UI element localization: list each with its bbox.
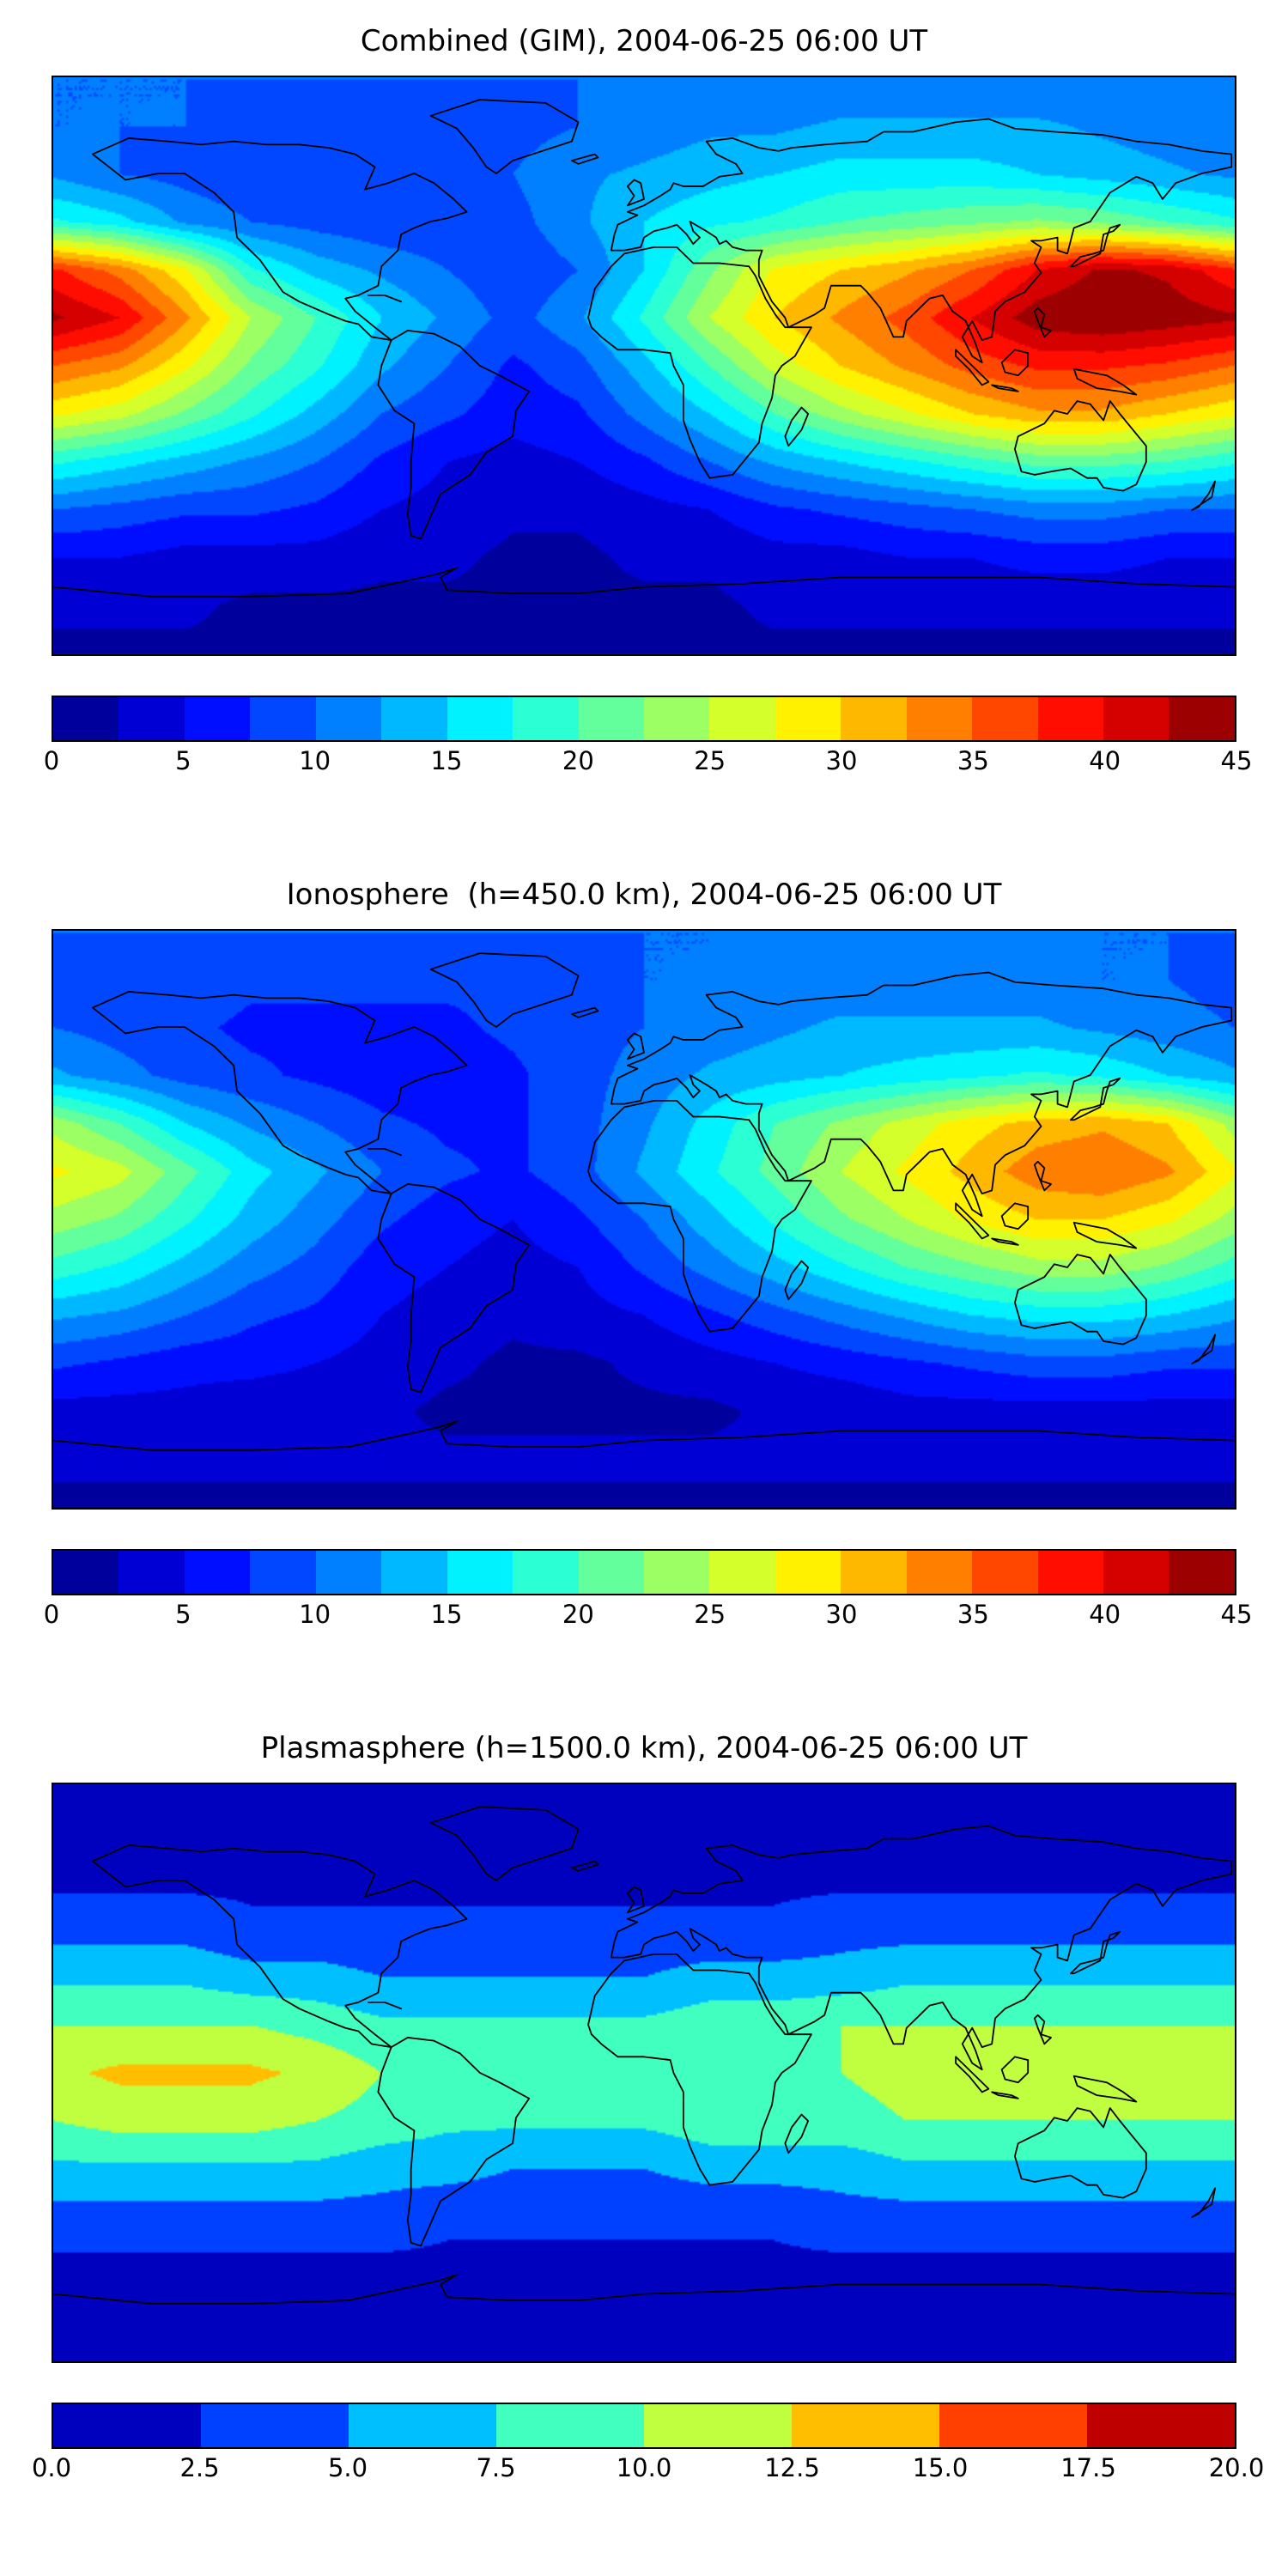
colorbar-segment	[644, 2404, 792, 2447]
colorbar-tick-label: 15	[430, 1600, 463, 1629]
colorbar-segment	[315, 697, 382, 740]
colorbar-segment	[184, 1551, 251, 1594]
colorbar-segment	[447, 697, 513, 740]
colorbar-tick-label: 10.0	[616, 2453, 672, 2482]
colorbar-tick-label: 10	[299, 746, 331, 775]
colorbar-tick-labels-combined: 0 5 10 15 20 25 30 35 40 45	[44, 742, 1253, 780]
panel-ionosphere: Ionosphere (h=450.0 km), 2004-06-25 06:0…	[44, 876, 1253, 1633]
coastlines-overlay	[53, 1784, 1235, 2361]
tec-heatmap-canvas-ionosphere	[53, 931, 1235, 1508]
colorbar-segment	[381, 1551, 447, 1594]
colorbar-segment	[841, 697, 907, 740]
colorbar-segment	[906, 697, 973, 740]
colorbar-tick-label: 25	[694, 1600, 726, 1629]
colorbar-segment	[349, 2404, 496, 2447]
colorbar-tick-label: 0	[43, 1600, 60, 1629]
panel-title-ionosphere: Ionosphere (h=450.0 km), 2004-06-25 06:0…	[286, 878, 1002, 912]
colorbar-segment	[906, 1551, 973, 1594]
colorbar-segment	[1087, 2404, 1235, 2447]
panel-combined: Combined (GIM), 2004-06-25 06:00 UT 0 5 10…	[44, 22, 1253, 780]
colorbar-tick-label: 10	[299, 1600, 331, 1629]
colorbar-segment	[1103, 1551, 1170, 1594]
tec-heatmap-canvas-plasmasphere	[53, 1784, 1235, 2361]
colorbar-segment	[250, 697, 316, 740]
colorbar-segment	[939, 2404, 1087, 2447]
colorbar-tick-label: 20.0	[1208, 2453, 1265, 2482]
map-combined	[52, 76, 1236, 656]
colorbar-segment	[1103, 697, 1170, 740]
colorbar-tick-label: 15	[430, 746, 463, 775]
colorbar-segment	[53, 697, 119, 740]
figure: Combined (GIM), 2004-06-25 06:00 UT 0 5 10…	[32, 22, 1264, 2487]
colorbar-segment	[315, 1551, 382, 1594]
colorbar-segment	[709, 1551, 775, 1594]
map-ionosphere	[52, 929, 1236, 1510]
colorbar-tick-label: 15.0	[912, 2453, 969, 2482]
colorbar-tick-label: 45	[1220, 746, 1253, 775]
colorbar-tick-label: 30	[825, 746, 858, 775]
colorbar-tick-label: 12.5	[764, 2453, 820, 2482]
colorbar-plasmasphere	[52, 2403, 1236, 2449]
colorbar-segment	[201, 2404, 349, 2447]
panel-title-combined: Combined (GIM), 2004-06-25 06:00 UT	[360, 24, 928, 58]
colorbar-segment	[972, 1551, 1038, 1594]
colorbar-segment	[447, 1551, 513, 1594]
colorbar-segment	[184, 697, 251, 740]
colorbar-tick-label: 0	[43, 746, 60, 775]
colorbar-tick-label: 40	[1089, 746, 1121, 775]
colorbar-segment	[1169, 697, 1235, 740]
colorbar-segment	[381, 697, 447, 740]
colorbar-segment	[643, 697, 710, 740]
colorbar-segment	[513, 697, 579, 740]
colorbar-tick-label: 45	[1220, 1600, 1253, 1629]
coastlines-overlay	[53, 77, 1235, 654]
coastlines-overlay	[53, 931, 1235, 1508]
colorbar-combined	[52, 696, 1236, 742]
colorbar-tick-label: 30	[825, 1600, 858, 1629]
colorbar-tick-label: 7.5	[476, 2453, 516, 2482]
colorbar-segment	[709, 697, 775, 740]
colorbar-segment	[792, 2404, 939, 2447]
panel-plasmasphere: Plasmasphere (h=1500.0 km), 2004-06-25 0…	[32, 1729, 1264, 2487]
colorbar-segment	[118, 1551, 185, 1594]
colorbar-segment	[53, 1551, 119, 1594]
colorbar-segment	[578, 697, 644, 740]
colorbar-segment	[53, 2404, 201, 2447]
map-plasmasphere	[52, 1783, 1236, 2363]
colorbar-tick-label: 35	[957, 1600, 989, 1629]
colorbar-segment	[972, 697, 1038, 740]
colorbar-tick-label: 40	[1089, 1600, 1121, 1629]
colorbar-tick-label: 5	[175, 1600, 191, 1629]
colorbar-tick-label: 2.5	[179, 2453, 220, 2482]
colorbar-segment	[775, 697, 841, 740]
colorbar-tick-labels-ionosphere: 0 5 10 15 20 25 30 35 40 45	[44, 1595, 1253, 1633]
colorbar-ionosphere	[52, 1549, 1236, 1595]
colorbar-segment	[118, 697, 185, 740]
colorbar-segment	[775, 1551, 841, 1594]
colorbar-tick-label: 20	[562, 1600, 594, 1629]
colorbar-segment	[578, 1551, 644, 1594]
tec-heatmap-canvas-combined	[53, 77, 1235, 654]
panel-title-plasmasphere: Plasmasphere (h=1500.0 km), 2004-06-25 0…	[260, 1731, 1028, 1765]
colorbar-segment	[250, 1551, 316, 1594]
colorbar-segment	[643, 1551, 710, 1594]
colorbar-segment	[513, 1551, 579, 1594]
colorbar-tick-label: 35	[957, 746, 989, 775]
colorbar-tick-label: 20	[562, 746, 594, 775]
colorbar-segment	[496, 2404, 644, 2447]
colorbar-tick-label: 0.0	[31, 2453, 72, 2482]
colorbar-tick-label: 25	[694, 746, 726, 775]
colorbar-tick-labels-plasmasphere: 0.0 2.5 5.0 7.5 10.0 12.5 15.0 17.5 20.0	[32, 2449, 1264, 2487]
colorbar-tick-label: 17.5	[1060, 2453, 1116, 2482]
colorbar-segment	[1169, 1551, 1235, 1594]
colorbar-segment	[1037, 697, 1103, 740]
colorbar-tick-label: 5	[175, 746, 191, 775]
colorbar-segment	[841, 1551, 907, 1594]
colorbar-segment	[1037, 1551, 1103, 1594]
colorbar-tick-label: 5.0	[327, 2453, 368, 2482]
